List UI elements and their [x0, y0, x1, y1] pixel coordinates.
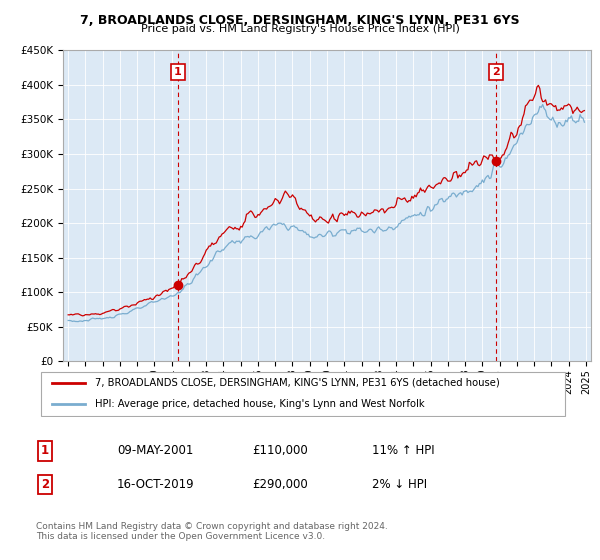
Text: 2: 2 — [41, 478, 49, 491]
Text: 09-MAY-2001: 09-MAY-2001 — [117, 444, 193, 458]
FancyBboxPatch shape — [41, 371, 565, 416]
Text: £110,000: £110,000 — [252, 444, 308, 458]
Text: 7, BROADLANDS CLOSE, DERSINGHAM, KING'S LYNN, PE31 6YS (detached house): 7, BROADLANDS CLOSE, DERSINGHAM, KING'S … — [95, 378, 500, 388]
Text: 11% ↑ HPI: 11% ↑ HPI — [372, 444, 434, 458]
Text: 16-OCT-2019: 16-OCT-2019 — [117, 478, 194, 491]
Text: Contains HM Land Registry data © Crown copyright and database right 2024.
This d: Contains HM Land Registry data © Crown c… — [36, 522, 388, 542]
Text: Price paid vs. HM Land Registry's House Price Index (HPI): Price paid vs. HM Land Registry's House … — [140, 24, 460, 34]
Text: 7, BROADLANDS CLOSE, DERSINGHAM, KING'S LYNN, PE31 6YS: 7, BROADLANDS CLOSE, DERSINGHAM, KING'S … — [80, 14, 520, 27]
Text: 1: 1 — [174, 67, 182, 77]
Text: HPI: Average price, detached house, King's Lynn and West Norfolk: HPI: Average price, detached house, King… — [95, 399, 425, 409]
Text: 1: 1 — [41, 444, 49, 458]
Text: £290,000: £290,000 — [252, 478, 308, 491]
Text: 2: 2 — [492, 67, 500, 77]
Text: 2% ↓ HPI: 2% ↓ HPI — [372, 478, 427, 491]
